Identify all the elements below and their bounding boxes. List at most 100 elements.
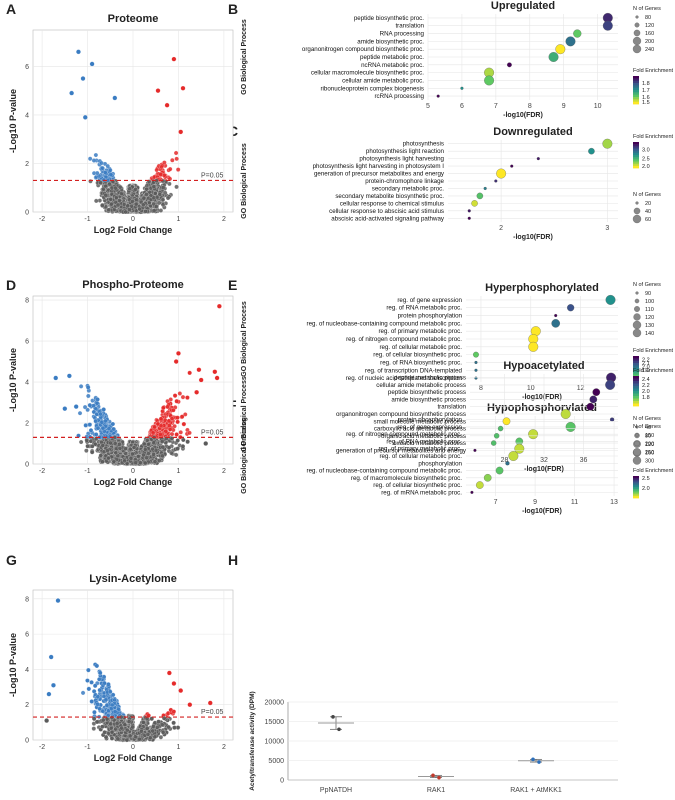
data-point (141, 452, 146, 458)
data-point (82, 404, 88, 410)
data-point (77, 410, 83, 416)
data-point (112, 441, 118, 446)
data-point (137, 206, 142, 212)
data-point (117, 446, 123, 451)
y-tick-label: 0 (25, 210, 29, 217)
data-point (95, 170, 100, 176)
panel-letter-B: B (228, 1, 238, 17)
y-tick-label: 0 (25, 462, 29, 469)
data-point (117, 184, 123, 190)
data-point (108, 196, 113, 202)
x-axis-label: Log2 Fold Change (94, 225, 173, 235)
data-point (108, 440, 113, 446)
threshold-label: P=0.05 (201, 172, 223, 179)
data-point (93, 152, 99, 158)
outlier-point (80, 76, 86, 81)
data-point (100, 459, 105, 464)
panel-letter-H: H (228, 552, 238, 568)
data-point (99, 160, 104, 166)
data-point (98, 180, 103, 185)
data-point (88, 179, 93, 184)
data-point (158, 208, 164, 213)
data-point (150, 446, 155, 452)
panel-letter-D: D (6, 277, 16, 293)
data-point (162, 160, 167, 165)
data-point (88, 438, 94, 444)
outlier-point (155, 88, 161, 94)
panel-letter-A: A (6, 1, 16, 17)
data-point (160, 453, 165, 459)
data-point (160, 178, 166, 184)
data-point (177, 391, 183, 396)
data-point (169, 431, 175, 437)
outlier-point (180, 85, 186, 91)
data-point (141, 195, 147, 201)
data-point (138, 460, 143, 465)
data-point (175, 167, 181, 172)
data-point (175, 419, 180, 425)
data-point (175, 415, 180, 420)
data-point (83, 423, 88, 428)
data-point (161, 185, 166, 190)
data-point (84, 438, 90, 443)
data-point (181, 421, 187, 427)
panel-letter-G: G (6, 552, 17, 568)
data-point (187, 370, 192, 376)
data-point (106, 426, 112, 431)
data-point (151, 184, 157, 189)
data-point (95, 397, 100, 402)
data-point (108, 167, 113, 173)
data-point (175, 446, 180, 451)
data-point (143, 209, 148, 214)
data-point (84, 448, 89, 453)
data-point (171, 407, 176, 413)
y-tick-label: 6 (25, 64, 29, 71)
data-point (86, 393, 91, 399)
x-tick-label: 2 (222, 216, 226, 223)
data-point (158, 432, 163, 437)
data-point (117, 442, 122, 447)
data-point (151, 208, 157, 213)
data-point (156, 200, 162, 206)
data-point (101, 407, 106, 412)
chart-title: Phospho-Proteome (82, 279, 183, 291)
x-tick-label: 0 (131, 216, 135, 223)
data-point (89, 449, 95, 455)
outlier-point (216, 303, 222, 309)
data-point (103, 183, 108, 189)
outlier-point (196, 367, 202, 373)
data-point (99, 420, 105, 425)
data-point (103, 193, 108, 198)
data-point (163, 429, 169, 434)
data-point (113, 185, 118, 191)
data-point (103, 170, 108, 175)
data-point (133, 460, 138, 465)
data-point (127, 186, 132, 191)
data-point (115, 202, 121, 208)
data-point (109, 201, 114, 207)
data-point (111, 459, 117, 464)
y-tick-label: 2 (25, 161, 29, 168)
data-point (160, 197, 166, 202)
data-point (180, 394, 186, 400)
outlier-point (203, 441, 209, 446)
data-point (78, 384, 84, 389)
data-point (106, 207, 111, 212)
x-tick-label: -1 (84, 216, 90, 223)
data-point (158, 423, 164, 428)
data-point (98, 453, 104, 458)
data-point (87, 403, 93, 408)
outlier-point (164, 102, 170, 108)
data-point (100, 425, 106, 431)
data-point (134, 197, 139, 202)
data-point (154, 167, 159, 173)
data-point (105, 448, 110, 453)
data-point (123, 446, 128, 451)
outlier-point (89, 61, 95, 67)
data-point (123, 209, 128, 215)
data-point (165, 195, 171, 201)
